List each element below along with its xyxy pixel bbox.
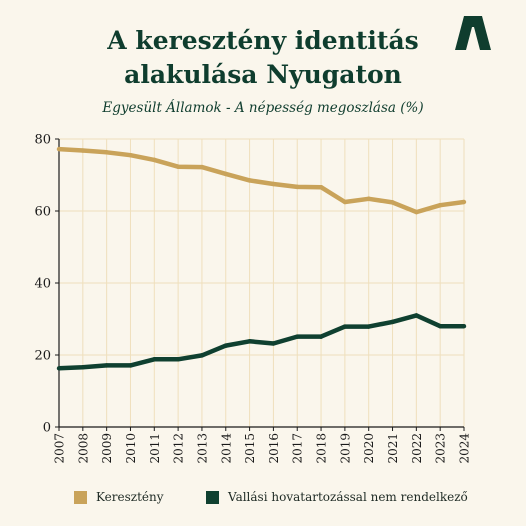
data-point-unaffiliated-2008 (80, 365, 86, 370)
legend-swatch-unaffiliated (206, 490, 219, 504)
data-point-unaffiliated-2007 (56, 366, 62, 371)
x-tick-label-2022: 2022 (410, 433, 424, 464)
data-point-christian-2008 (80, 148, 86, 153)
x-tick-label-2011: 2011 (148, 433, 162, 464)
legend-item-christian: Keresztény (74, 489, 164, 505)
series-line-unaffiliated (58, 313, 464, 371)
data-point-christian-2009 (104, 150, 109, 155)
data-point-unaffiliated-2014 (223, 343, 228, 348)
x-tick-label-2008: 2008 (76, 433, 90, 464)
x-tick-label-2021: 2021 (386, 433, 400, 464)
x-tick-label-2017: 2017 (291, 433, 305, 464)
data-point-christian-2021 (390, 200, 395, 205)
x-tick-label-2018: 2018 (315, 433, 329, 464)
data-point-christian-2014 (223, 171, 228, 177)
legend-item-unaffiliated: Vallási hovatartozással nem rendelkező (206, 489, 468, 505)
x-tick-label-2010: 2010 (124, 433, 138, 464)
data-point-unaffiliated-2009 (104, 363, 109, 368)
data-point-christian-2010 (128, 153, 133, 158)
data-point-unaffiliated-2015 (247, 339, 252, 344)
x-tick-label-2019: 2019 (338, 433, 352, 464)
data-point-christian-2017 (295, 184, 300, 190)
data-point-unaffiliated-2021 (390, 319, 395, 325)
data-point-christian-2020 (366, 196, 371, 201)
legend-label-christian: Keresztény (96, 490, 164, 504)
y-tick-label-40: 40 (34, 277, 51, 292)
x-tick-label-2024: 2024 (458, 433, 472, 464)
x-tick-label-2020: 2020 (362, 433, 376, 464)
data-point-unaffiliated-2022 (414, 313, 419, 318)
legend-label-unaffiliated: Vallási hovatartozással nem rendelkező (228, 490, 468, 504)
x-tick-label-2007: 2007 (53, 433, 67, 464)
y-tick-label-0: 0 (43, 421, 51, 436)
data-point-unaffiliated-2024 (461, 324, 467, 329)
data-point-unaffiliated-2017 (295, 334, 300, 339)
data-point-christian-2018 (318, 185, 324, 190)
data-point-unaffiliated-2013 (199, 353, 205, 358)
data-point-christian-2011 (152, 157, 157, 163)
legend-swatch-christian (74, 490, 87, 504)
data-point-christian-2019 (342, 199, 348, 205)
data-point-christian-2023 (437, 203, 443, 208)
data-point-unaffiliated-2010 (128, 363, 133, 368)
data-point-christian-2015 (247, 178, 252, 183)
y-tick-label-20: 20 (34, 349, 51, 364)
chart-title-line2: alakulása Nyugaton (124, 60, 402, 89)
chart-title-line1: A keresztény identitás (107, 26, 419, 55)
data-point-unaffiliated-2020 (366, 324, 371, 329)
series-line-christian (58, 146, 465, 215)
data-point-unaffiliated-2016 (271, 341, 276, 346)
data-point-unaffiliated-2011 (152, 357, 157, 362)
x-tick-label-2015: 2015 (243, 433, 257, 464)
chart-title: A keresztény identitás alakulása Nyugato… (0, 24, 526, 92)
stylized-a-logo-icon (455, 16, 491, 50)
x-tick-label-2014: 2014 (219, 433, 233, 464)
x-tick-label-2023: 2023 (434, 433, 448, 464)
data-point-christian-2022 (414, 209, 419, 215)
data-point-unaffiliated-2023 (437, 324, 443, 329)
data-point-christian-2016 (271, 181, 276, 187)
data-point-unaffiliated-2019 (342, 324, 348, 329)
x-tick-label-2009: 2009 (100, 433, 114, 464)
chart-subtitle: Egyesült Államok - A népesség megoszlása… (102, 100, 424, 116)
data-point-unaffiliated-2018 (318, 334, 324, 339)
x-tick-label-2016: 2016 (267, 433, 281, 464)
x-tick-label-2012: 2012 (172, 433, 186, 464)
data-point-christian-2024 (461, 199, 467, 205)
data-point-christian-2007 (56, 146, 62, 152)
y-tick-label-80: 80 (34, 133, 51, 148)
y-tick-label-60: 60 (34, 205, 51, 220)
data-point-christian-2012 (175, 164, 181, 169)
data-point-unaffiliated-2012 (175, 357, 181, 362)
data-point-christian-2013 (199, 164, 205, 170)
x-tick-label-2013: 2013 (195, 433, 209, 464)
